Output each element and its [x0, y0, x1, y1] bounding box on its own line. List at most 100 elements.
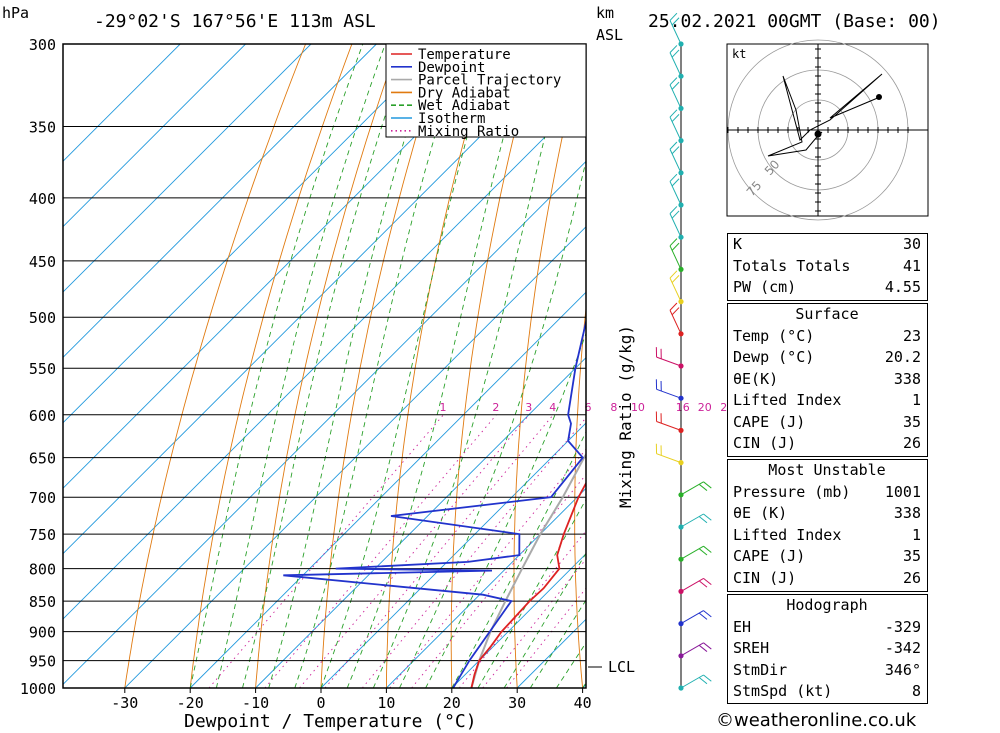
isotherm-line: [63, 160, 586, 686]
stat-value: 338: [893, 504, 921, 522]
wind-barb: [656, 356, 682, 367]
stat-label: Temp (°C): [733, 326, 815, 345]
wind-barb-feather: [703, 642, 712, 650]
isotherm-line: [63, 44, 246, 228]
isotherm-line: [386, 487, 586, 688]
series-temperature: [470, 481, 586, 688]
stat-value: 41: [902, 256, 921, 275]
wind-barb: [669, 310, 682, 335]
stat-label: EH: [733, 617, 752, 636]
wind-barb-feather: [671, 146, 680, 155]
temp-tick: -20: [177, 694, 204, 712]
wet-adiabat-line: [451, 430, 586, 688]
legend-label: Wet Adiabat: [418, 98, 511, 114]
wind-barb-feather: [669, 77, 678, 86]
mixing-ratio-axis-title: Mixing Ratio (g/kg): [616, 325, 635, 508]
wet-adiabat-line: [215, 44, 386, 688]
temp-tick: 20: [443, 694, 461, 712]
dry-adiabat-line: [690, 44, 722, 688]
mixing-ratio-line: [411, 473, 586, 688]
stat-value: 1: [911, 391, 921, 409]
credit-link[interactable]: ©weatheronline.co.uk: [716, 710, 917, 731]
pressure-unit: hPa: [2, 4, 29, 22]
stat-label: θE(K): [733, 369, 779, 388]
most-unstable-panel: Most Unstable Pressure (mb) 1001 θE (K) 338…: [727, 459, 928, 592]
wind-barb-feather: [669, 173, 678, 182]
stat-label: Lifted Index: [733, 525, 842, 544]
wind-barb-feather: [698, 677, 708, 685]
pressure-tick: 350: [29, 118, 56, 136]
pressure-tick: 900: [29, 624, 56, 642]
wind-barb: [669, 52, 682, 77]
mixing-ratio-tick: 3: [525, 401, 532, 414]
temp-tick: -10: [242, 694, 269, 712]
hodograph-trace: [767, 73, 883, 157]
wind-barb: [669, 245, 682, 270]
wind-barb: [669, 149, 682, 174]
temp-tick: 10: [377, 694, 395, 712]
wind-barb-feather: [671, 81, 680, 90]
hodograph-panel: Hodograph EH -329 SREH -342 StmDir 346° StmSpd…: [727, 594, 928, 704]
wind-barb-feather: [698, 580, 708, 588]
stat-row: Pressure (mb) 1001: [728, 482, 927, 504]
wind-barb-feather: [671, 307, 680, 316]
wet-adiabat-line: [477, 498, 586, 688]
wind-barb-feather: [671, 113, 680, 122]
stat-label: CAPE (J): [733, 412, 806, 431]
indices-panel: K 30 Totals Totals 41 PW (cm) 4.55: [727, 233, 928, 301]
stat-row: CAPE (J) 35: [728, 546, 927, 568]
mixing-ratio-line: [208, 414, 444, 688]
series-dewpoint: [283, 317, 586, 688]
wind-level-dot: [678, 653, 684, 659]
hodograph-storm-motion: [814, 130, 822, 138]
stat-value: 8: [911, 682, 921, 700]
hodograph-unit: kt: [732, 47, 746, 61]
isotherm-line: [320, 422, 586, 688]
pressure-tick: 650: [29, 450, 56, 468]
wind-barb: [656, 421, 682, 431]
wind-barb-feather: [703, 545, 712, 553]
stat-row: EH -329: [728, 617, 927, 639]
wind-barb-feather: [703, 481, 712, 489]
pressure-tick: 550: [29, 360, 56, 378]
mixing-ratio-tick: 2: [492, 401, 499, 414]
isotherm-line: [63, 44, 443, 424]
wind-barb-feather: [669, 109, 678, 118]
wind-barb-feather: [671, 17, 680, 26]
most-unstable-title: Most Unstable: [768, 461, 886, 479]
mixing-ratio-line: [299, 414, 530, 688]
mixing-ratio-tick: 8: [610, 401, 617, 414]
legend-label: Dewpoint: [418, 60, 485, 76]
stat-label: StmDir: [733, 660, 788, 679]
wind-profile: [655, 12, 712, 691]
pressure-tick: 950: [29, 653, 56, 671]
wind-barb-feather: [698, 516, 708, 524]
temp-tick: 30: [508, 694, 526, 712]
dry-adiabat-line: [255, 44, 399, 688]
stat-row: SREH -342: [728, 638, 927, 660]
stat-value: -342: [884, 639, 921, 657]
wind-barb: [680, 674, 704, 689]
surface-title: Surface: [795, 305, 859, 323]
legend-label: Isotherm: [418, 111, 485, 127]
stat-label: K: [733, 235, 743, 253]
stat-value: 346°: [884, 660, 921, 679]
stat-value: 1001: [884, 482, 921, 501]
isotherm-line: [63, 44, 377, 359]
stat-row: Lifted Index 1: [728, 390, 927, 412]
pressure-tick: 850: [29, 593, 56, 611]
km-label: km: [596, 4, 614, 22]
wind-barb: [680, 513, 704, 528]
wind-barb-feather: [698, 644, 708, 652]
stat-value: 338: [893, 369, 921, 388]
isotherm-line: [63, 44, 508, 489]
stat-value: 26: [902, 568, 921, 587]
pressure-tick: 800: [29, 561, 56, 579]
stat-value: 20.2: [884, 348, 921, 366]
isotherm-line: [63, 44, 181, 162]
wind-barb-feather: [671, 49, 680, 58]
stat-label: Dewp (°C): [733, 348, 815, 366]
series-parcel-trajectory: [470, 452, 586, 688]
